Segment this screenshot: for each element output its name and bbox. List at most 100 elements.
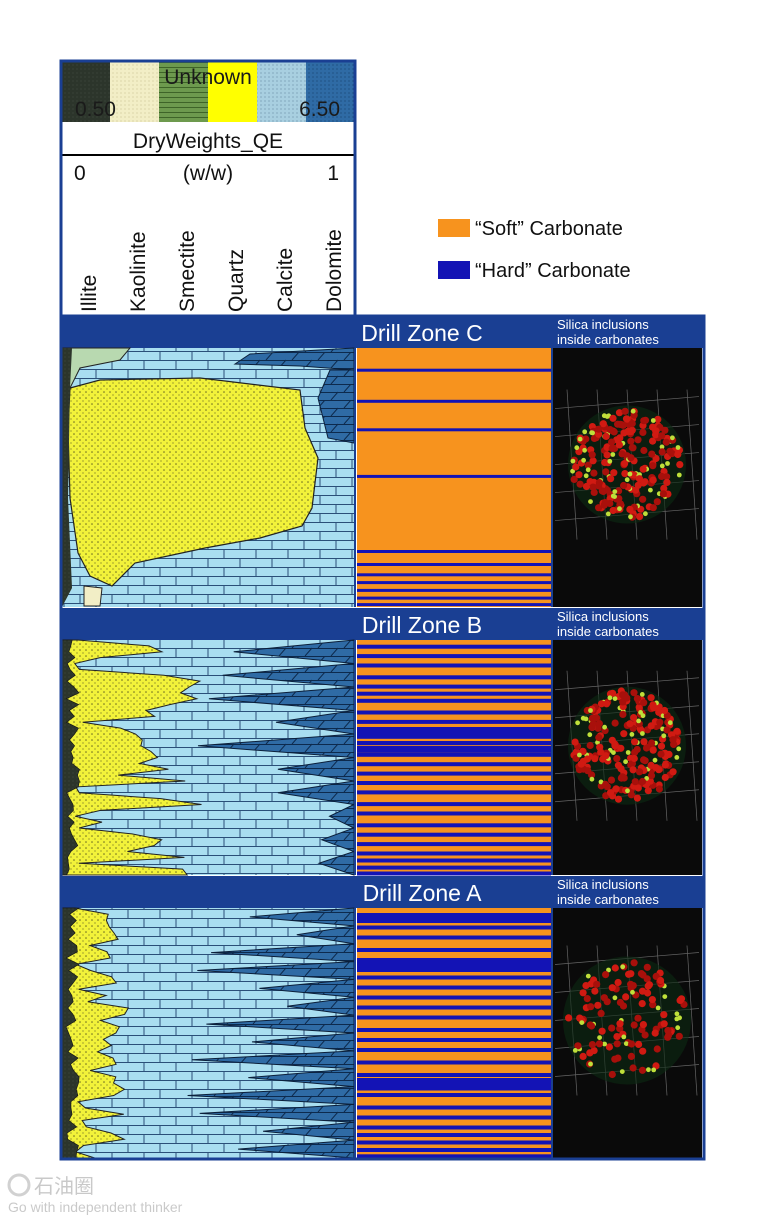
mineral-labels: Illite Kaolinite Smectite Quartz Calcite Dolo…	[78, 229, 346, 312]
unknown-label: Unknown	[164, 66, 252, 89]
hard-carbonate-band	[357, 1038, 551, 1042]
hard-carbonate-band	[357, 948, 551, 952]
zone-title: Drill Zone C	[361, 320, 482, 346]
hard-carbonate-band	[357, 675, 551, 680]
hard-carbonate-band	[357, 1078, 551, 1091]
watermark-tagline: Go with independent thinker	[8, 1199, 183, 1215]
watermark-logo-icon	[7, 1173, 31, 1197]
hard-carbonate-band	[357, 1028, 551, 1032]
hard-carbonate-band	[357, 1060, 551, 1065]
carbonate-key: “Soft” Carbonate “Hard” Carbonate	[438, 218, 631, 282]
hard-carbonate-band	[357, 550, 551, 553]
hard-carbonate-band	[357, 1115, 551, 1120]
lithology-track	[61, 907, 356, 1159]
soft-carbonate-swatch	[438, 219, 470, 237]
hard-carbonate-label: “Hard” Carbonate	[475, 260, 631, 282]
hard-carbonate-band	[357, 858, 551, 863]
hard-carbonate-band	[357, 399, 551, 403]
mineral-label-dolomite: Dolomite	[323, 229, 346, 312]
hard-carbonate-band	[357, 573, 551, 577]
hard-carbonate-band	[357, 1015, 551, 1020]
mineral-label-calcite: Calcite	[274, 248, 297, 312]
carbonate-type-track	[357, 640, 553, 876]
hard-carbonate-band	[357, 745, 551, 753]
hard-carbonate-band	[357, 811, 551, 816]
hard-carbonate-band	[357, 1125, 551, 1130]
hard-carbonate-band	[357, 1154, 551, 1159]
hard-carbonate-band	[357, 771, 551, 776]
mineral-label-kaolinite: Kaolinite	[127, 231, 150, 312]
track-title: DryWeights_QE	[133, 130, 283, 153]
hard-carbonate-band	[357, 710, 551, 715]
hard-carbonate-band	[357, 871, 551, 876]
zone-header-bar	[61, 876, 704, 908]
axis-max-label: 1	[327, 162, 339, 185]
hard-carbonate-band	[357, 1093, 551, 1097]
silica-inclusion-image	[553, 640, 702, 875]
hard-carbonate-band	[357, 851, 551, 856]
hard-carbonate-band	[357, 832, 551, 837]
hard-carbonate-band	[357, 563, 551, 566]
lithology-track	[61, 347, 356, 607]
hard-carbonate-swatch	[438, 261, 470, 279]
main-frame	[59, 314, 706, 1161]
hard-carbonate-band	[357, 985, 551, 990]
soft-carbonate-label: “Soft” Carbonate	[475, 218, 623, 240]
hard-carbonate-band	[357, 823, 551, 828]
zone-header-bar	[61, 608, 704, 640]
hard-carbonate-band	[357, 691, 551, 696]
hard-carbonate-band	[357, 995, 551, 1000]
zone-title: Drill Zone B	[362, 612, 482, 638]
scale-min-label: 0.50	[75, 98, 116, 121]
hard-carbonate-band	[357, 958, 551, 971]
hard-carbonate-band	[357, 428, 551, 432]
axis-min-label: 0	[74, 162, 86, 185]
carbonate-type-track	[357, 908, 553, 1159]
mineral-label-quartz: Quartz	[225, 249, 248, 312]
color-scale-bar	[61, 61, 355, 122]
hard-carbonate-band	[357, 975, 551, 980]
silica-caption-line2: inside carbonates	[557, 892, 659, 907]
hard-carbonate-band	[357, 1148, 551, 1152]
hard-carbonate-band	[357, 1048, 551, 1052]
carbonate-type-track	[357, 348, 553, 607]
hard-carbonate-band	[357, 698, 551, 703]
hard-carbonate-band	[357, 581, 551, 585]
silica-caption-line1: Silica inclusions	[557, 877, 649, 892]
hard-carbonate-band	[357, 865, 551, 870]
hard-carbonate-band	[357, 935, 551, 940]
hard-carbonate-band	[357, 752, 551, 757]
hard-carbonate-band	[357, 842, 551, 847]
hard-carbonate-band	[357, 603, 551, 607]
hard-carbonate-band	[357, 1133, 551, 1137]
silica-inclusion-image	[553, 908, 702, 1158]
hard-carbonate-band	[357, 719, 551, 724]
hard-carbonate-band	[357, 1005, 551, 1010]
watermark-logo-text: 石油圈	[34, 1175, 94, 1198]
hard-carbonate-band	[357, 925, 551, 930]
silica-caption-line1: Silica inclusions	[557, 317, 649, 332]
hard-carbonate-band	[357, 588, 551, 592]
hard-carbonate-band	[357, 790, 551, 795]
mineral-label-smectite: Smectite	[176, 230, 199, 312]
hard-carbonate-band	[357, 913, 551, 923]
hard-carbonate-band	[357, 596, 551, 600]
hard-carbonate-band	[357, 741, 551, 745]
hard-carbonate-band	[357, 368, 551, 372]
hard-carbonate-band	[357, 1073, 551, 1077]
hard-carbonate-band	[357, 663, 551, 668]
legend-box: Unknown 0.50 6.50 DryWeights_QE 0 (w/w) …	[59, 59, 357, 318]
axis-unit-label: (w/w)	[183, 162, 233, 185]
hard-carbonate-band	[357, 781, 551, 785]
lithology-track	[61, 639, 356, 876]
hard-carbonate-band	[357, 684, 551, 689]
hard-carbonate-band	[357, 654, 551, 659]
mineral-label-illite: Illite	[78, 275, 101, 312]
zone-header-bar	[61, 316, 704, 348]
hard-carbonate-band	[357, 762, 551, 767]
